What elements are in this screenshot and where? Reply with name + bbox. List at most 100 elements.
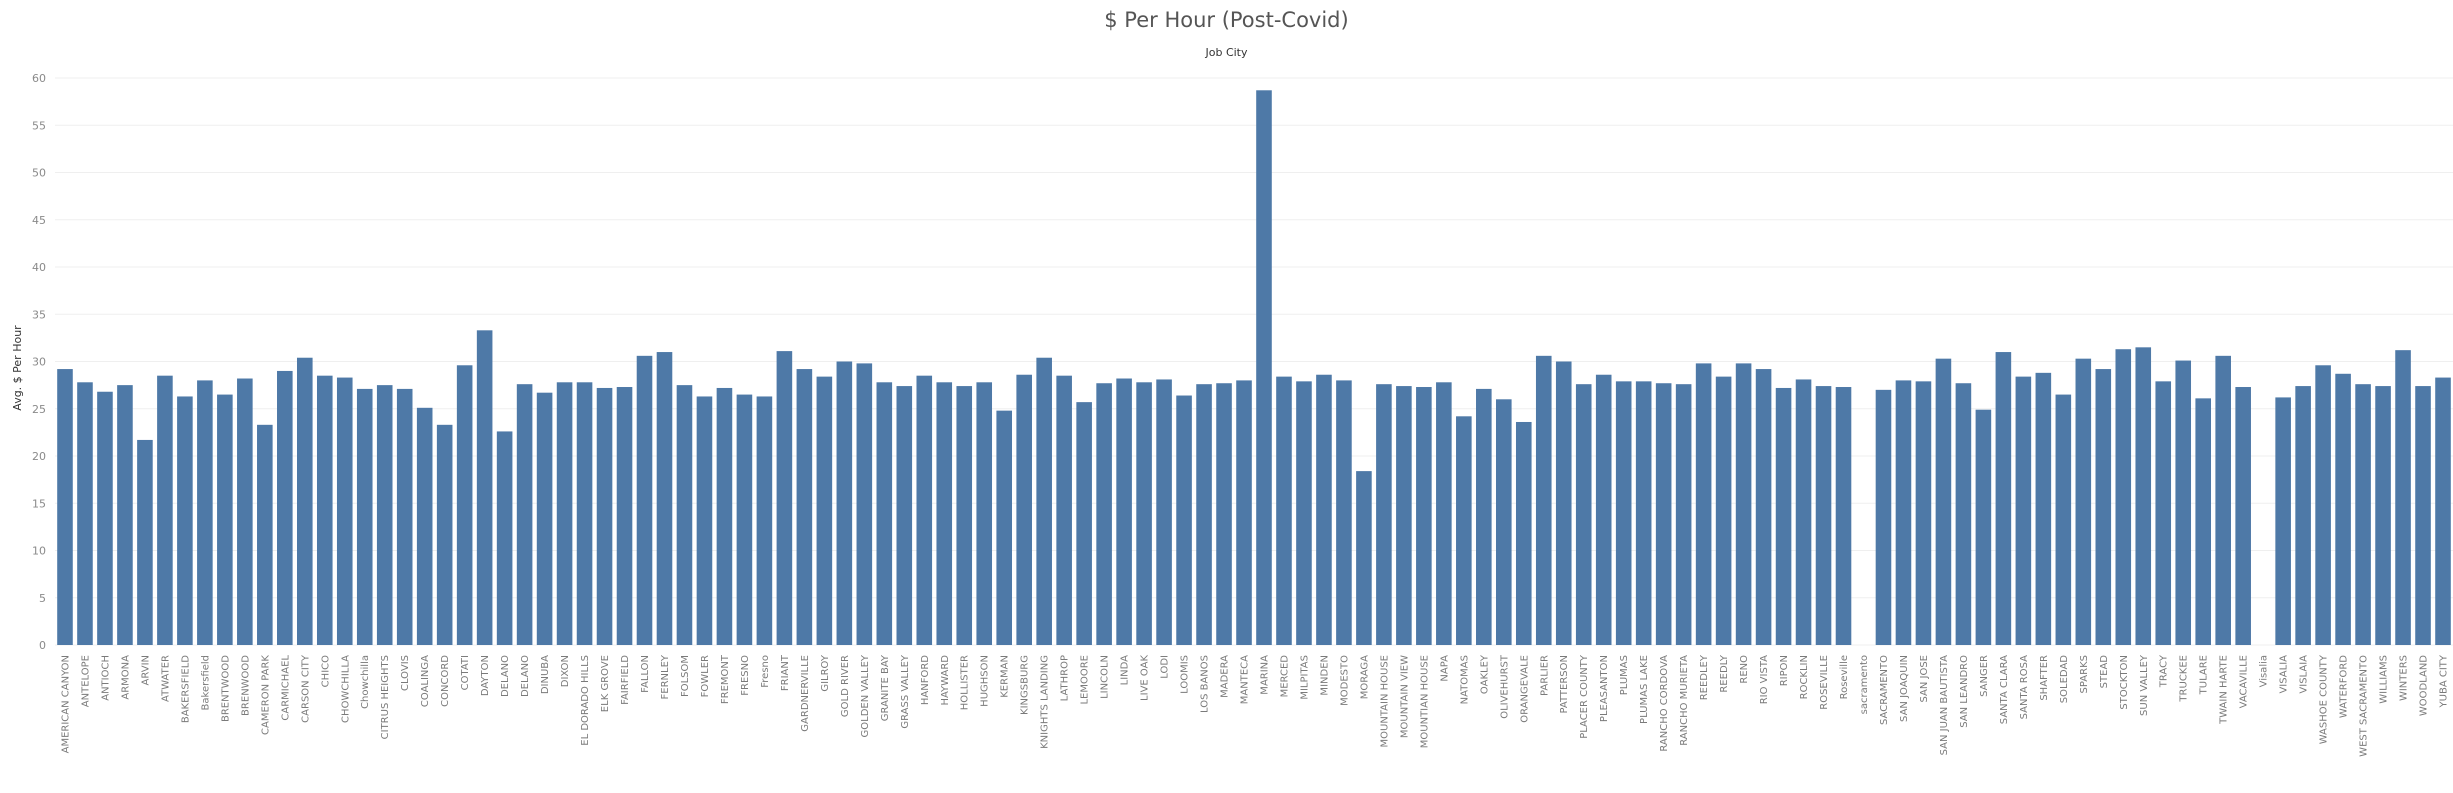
bar[interactable] <box>1615 381 1632 645</box>
bar[interactable] <box>1875 389 1892 645</box>
bar[interactable] <box>956 386 973 645</box>
bar[interactable] <box>2055 394 2072 645</box>
bar[interactable] <box>57 369 73 645</box>
bar[interactable] <box>177 396 193 645</box>
bar[interactable] <box>1036 357 1052 645</box>
bar[interactable] <box>1975 409 1992 645</box>
bar[interactable] <box>1675 384 1692 645</box>
bar[interactable] <box>796 369 813 645</box>
bar[interactable] <box>1096 383 1112 645</box>
bar[interactable] <box>1535 355 1552 645</box>
bar[interactable] <box>277 370 293 645</box>
bar[interactable] <box>237 378 253 645</box>
bar[interactable] <box>356 388 373 645</box>
bar[interactable] <box>296 357 313 645</box>
bar[interactable] <box>496 431 513 645</box>
bar[interactable] <box>636 355 653 645</box>
bar[interactable] <box>1895 380 1912 645</box>
bar[interactable] <box>436 424 453 645</box>
bar[interactable] <box>1595 374 1612 645</box>
bar[interactable] <box>2155 381 2172 645</box>
bar[interactable] <box>1356 471 1372 645</box>
bar[interactable] <box>676 385 693 645</box>
bar[interactable] <box>516 384 533 645</box>
bar[interactable] <box>1396 386 1412 645</box>
bar[interactable] <box>2235 387 2251 645</box>
bar[interactable] <box>2195 398 2212 645</box>
bar[interactable] <box>476 330 493 645</box>
bar[interactable] <box>856 363 873 645</box>
bar[interactable] <box>1016 374 1032 645</box>
bar[interactable] <box>716 387 733 645</box>
bar[interactable] <box>776 351 793 645</box>
bar[interactable] <box>1495 399 1512 645</box>
bar[interactable] <box>976 382 993 645</box>
bar[interactable] <box>656 352 673 645</box>
bar[interactable] <box>836 361 853 646</box>
bar[interactable] <box>1755 369 1772 645</box>
bar[interactable] <box>2395 350 2411 645</box>
bar[interactable] <box>416 407 433 645</box>
bar[interactable] <box>1276 376 1292 645</box>
bar[interactable] <box>2095 369 2112 645</box>
bar[interactable] <box>2355 384 2371 645</box>
bar[interactable] <box>2315 365 2331 645</box>
bar[interactable] <box>1296 381 1312 645</box>
bar[interactable] <box>1555 361 1572 646</box>
bar[interactable] <box>1136 382 1152 645</box>
bar[interactable] <box>1156 379 1172 645</box>
bar[interactable] <box>1815 386 1832 645</box>
bar[interactable] <box>376 385 393 645</box>
bar[interactable] <box>1416 387 1432 645</box>
bar[interactable] <box>1196 384 1212 645</box>
bar[interactable] <box>1116 378 1132 645</box>
bar[interactable] <box>2075 358 2092 645</box>
bar[interactable] <box>876 382 893 645</box>
bar[interactable] <box>1476 388 1492 645</box>
bar[interactable] <box>197 380 213 645</box>
bar[interactable] <box>736 394 753 645</box>
bar[interactable] <box>2275 397 2291 645</box>
bar[interactable] <box>336 377 353 645</box>
bar[interactable] <box>1236 380 1252 645</box>
bar[interactable] <box>316 375 333 645</box>
bar[interactable] <box>616 387 633 645</box>
bar[interactable] <box>996 410 1013 645</box>
bar[interactable] <box>1915 381 1932 645</box>
bar[interactable] <box>1056 375 1072 645</box>
bar[interactable] <box>1316 374 1332 645</box>
bar[interactable] <box>1575 384 1592 645</box>
bar[interactable] <box>2115 349 2132 645</box>
bar[interactable] <box>2135 347 2152 645</box>
bar[interactable] <box>217 394 233 645</box>
bar[interactable] <box>816 376 833 645</box>
bar[interactable] <box>1256 90 1272 645</box>
bar[interactable] <box>1176 395 1192 645</box>
bar[interactable] <box>756 396 773 645</box>
bar[interactable] <box>77 382 93 645</box>
bar[interactable] <box>1436 382 1452 645</box>
bar[interactable] <box>1076 402 1092 645</box>
bar[interactable] <box>1216 383 1232 645</box>
bar[interactable] <box>157 375 173 645</box>
bar[interactable] <box>596 387 613 645</box>
bar[interactable] <box>576 382 593 645</box>
bar[interactable] <box>2035 372 2052 645</box>
bar[interactable] <box>2375 386 2391 645</box>
bar[interactable] <box>257 424 273 645</box>
bar[interactable] <box>2175 360 2192 645</box>
bar[interactable] <box>1515 421 1532 645</box>
bar[interactable] <box>1635 381 1652 645</box>
bar[interactable] <box>2215 355 2231 645</box>
bar[interactable] <box>916 375 933 645</box>
bar[interactable] <box>1735 363 1752 645</box>
bar[interactable] <box>1695 363 1712 645</box>
bar[interactable] <box>1456 416 1472 645</box>
bar[interactable] <box>2295 386 2311 645</box>
bar[interactable] <box>1336 380 1352 645</box>
bar[interactable] <box>936 382 953 645</box>
bar[interactable] <box>117 385 133 645</box>
bar[interactable] <box>1715 376 1732 645</box>
bar[interactable] <box>1835 387 1852 645</box>
bar[interactable] <box>1955 383 1972 645</box>
